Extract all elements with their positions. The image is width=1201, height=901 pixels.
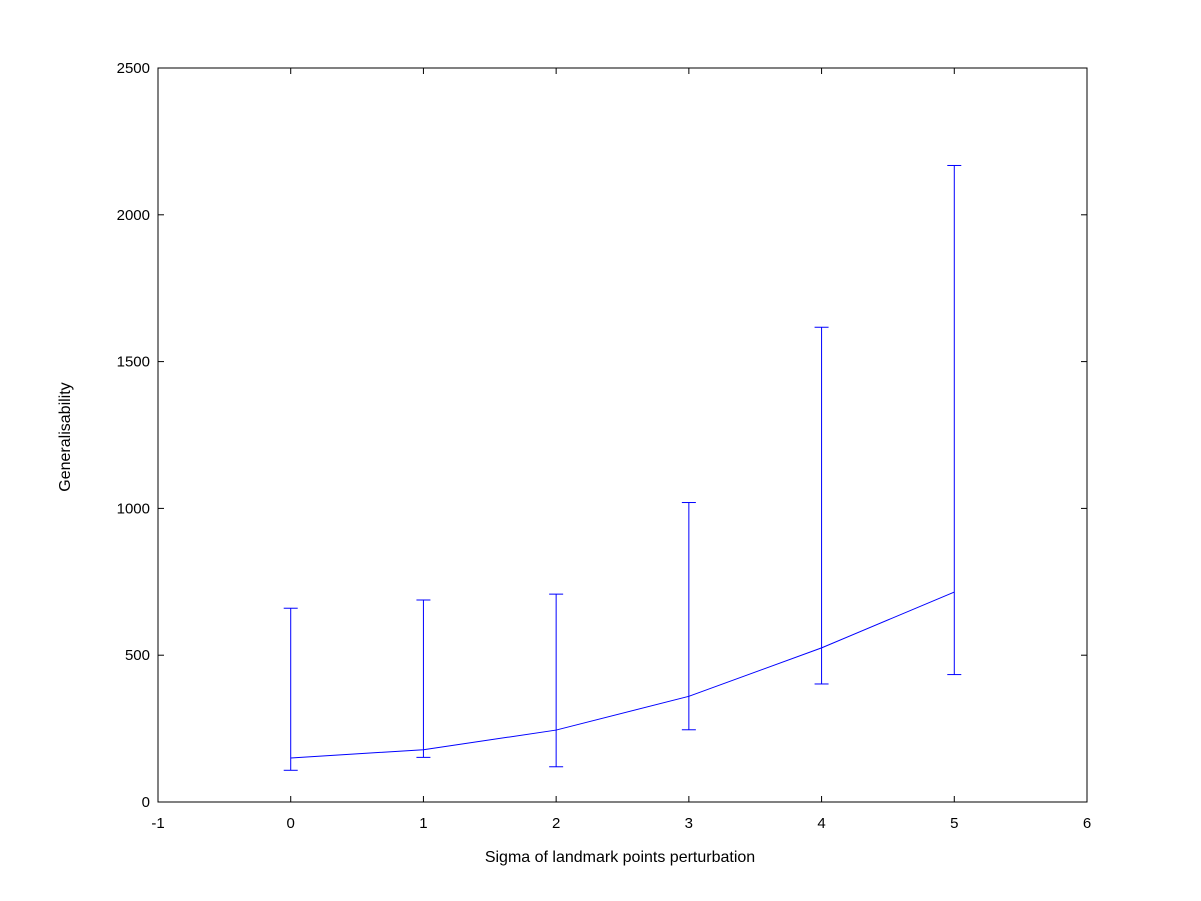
series-line (290, 591, 955, 759)
y-tick-label: 0 (142, 794, 150, 811)
y-tick-label: 1000 (117, 500, 150, 517)
x-tick-label: -1 (151, 815, 164, 832)
y-axis-ticks: 0 500 1000 1500 2000 2500 (117, 60, 1087, 811)
y-tick-label: 2000 (117, 207, 150, 224)
y-axis-label: Generalisability (57, 382, 74, 491)
series-line-group (290, 591, 955, 759)
y-tick-label: 1500 (117, 354, 150, 371)
x-axis-ticks: -1 0 1 2 3 4 5 6 (151, 68, 1091, 832)
x-tick-label: 1 (419, 815, 427, 832)
plot-frame (157, 67, 1088, 803)
x-tick-label: 2 (552, 815, 560, 832)
x-axis-label: Sigma of landmark points perturbation (485, 849, 755, 866)
x-tick-label: 0 (287, 815, 295, 832)
x-tick-label: 6 (1083, 815, 1091, 832)
error-bars (283, 164, 962, 771)
x-tick-label: 3 (685, 815, 693, 832)
x-tick-label: 4 (817, 815, 825, 832)
y-tick-label: 2500 (117, 60, 150, 77)
y-tick-label: 500 (125, 647, 150, 664)
x-tick-label: 5 (950, 815, 958, 832)
